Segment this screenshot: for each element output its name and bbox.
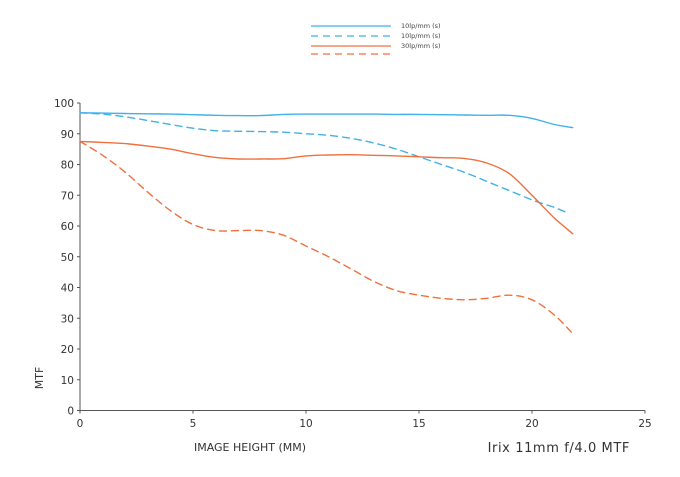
x-tick-label: 20 (525, 418, 538, 430)
series-layer (79, 112, 574, 335)
y-tick-label: 80 (61, 160, 74, 172)
y-tick-label: 50 (61, 252, 74, 264)
legend: 10lp/mm (s) 10lp/mm (s) 30lp/mm (s) (311, 22, 441, 55)
legend-label: 10lp/mm (s) (401, 32, 441, 40)
series-10lp-meridional-line (79, 112, 567, 213)
legend-label: 10lp/mm (s) (401, 22, 441, 30)
y-tick-label: 40 (61, 283, 74, 295)
series-10lp-sagittal-line (79, 112, 574, 129)
y-tick-label: 60 (61, 221, 74, 233)
y-tick-label: 100 (54, 98, 74, 110)
y-tick-label: 30 (61, 313, 74, 325)
y-tick-label: 0 (67, 406, 74, 418)
axes (79, 103, 645, 411)
x-tick-labels: 0 5 10 15 20 25 (77, 410, 652, 430)
y-tick-label: 10 (61, 375, 74, 387)
x-tick-label: 15 (412, 418, 425, 430)
x-tick-label: 0 (77, 418, 84, 430)
legend-label: 30lp/mm (s) (401, 42, 441, 50)
y-tick-label: 90 (61, 129, 74, 141)
y-tick-label: 20 (61, 344, 74, 356)
y-tick-label: 70 (61, 190, 74, 202)
y-axis-title: MTF (33, 367, 46, 390)
x-tick-label: 10 (299, 418, 312, 430)
x-tick-label: 5 (190, 418, 197, 430)
series-30lp-sagittal-line (79, 140, 574, 235)
y-tick-labels: 0 10 20 30 40 50 60 70 80 90 100 (54, 98, 80, 418)
x-tick-label: 25 (638, 418, 651, 430)
chart-title: Irix 11mm f/4.0 MTF (488, 441, 630, 456)
series-30lp-meridional-line (79, 140, 574, 335)
x-axis-title: IMAGE HEIGHT (MM) (194, 441, 306, 454)
